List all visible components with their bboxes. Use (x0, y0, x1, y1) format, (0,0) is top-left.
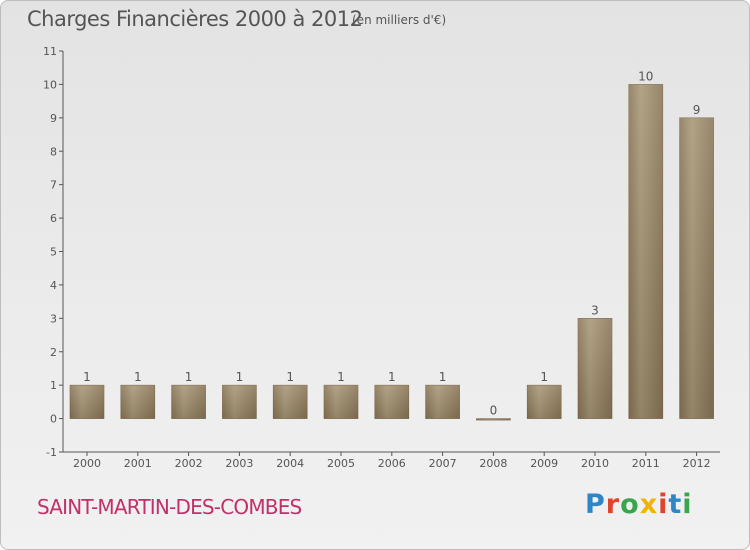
y-tick-label: 10 (43, 78, 57, 91)
value-label-2012: 9 (693, 103, 701, 117)
y-tick-label: 0 (50, 413, 57, 426)
bar-shade-2008 (476, 418, 511, 421)
logo-letter: o (620, 489, 640, 520)
y-tick-label: 7 (50, 179, 57, 192)
x-tick-label-2008: 2008 (479, 457, 507, 470)
bar-shade-2001 (120, 385, 155, 419)
y-tick-label: 6 (50, 212, 57, 225)
x-tick-label-2003: 2003 (225, 457, 253, 470)
value-label-2008: 0 (490, 404, 498, 418)
y-tick-label: 4 (50, 279, 57, 292)
x-tick-label-2000: 2000 (73, 457, 101, 470)
bar-shade-2007 (425, 385, 460, 419)
y-tick-label: -1 (46, 446, 57, 459)
bar-shade-2009 (527, 385, 562, 419)
y-tick-label: 2 (50, 346, 57, 359)
bar-shade-2010 (578, 318, 612, 419)
logo-letter: r (605, 489, 621, 520)
y-tick-label: 3 (50, 312, 57, 325)
bar-shade-2005 (324, 385, 358, 419)
logo-letter: i (682, 489, 693, 520)
logo-letter: x (639, 489, 659, 520)
logo-letter: i (658, 489, 669, 520)
chart-subtitle: (en milliers d'€) (352, 13, 447, 27)
bar-shade-2011 (628, 84, 663, 419)
value-label-2011: 10 (638, 69, 653, 83)
bar-shade-2002 (171, 385, 206, 419)
x-tick-label-2009: 2009 (530, 457, 558, 470)
bar-shade-2000 (70, 385, 104, 419)
logo-letter: P (585, 489, 606, 520)
value-label-2001: 1 (134, 370, 142, 384)
value-label-2000: 1 (83, 370, 91, 384)
y-tick-label: 5 (50, 246, 57, 259)
y-tick-label: 11 (43, 45, 57, 58)
proxiti-logo: Proxiti (585, 489, 693, 520)
value-label-2004: 1 (286, 370, 294, 384)
x-tick-label-2012: 2012 (683, 457, 711, 470)
x-tick-label-2001: 2001 (124, 457, 152, 470)
bar-shade-2012 (679, 117, 714, 419)
x-tick-label-2004: 2004 (276, 457, 304, 470)
value-label-2010: 3 (591, 303, 599, 317)
x-tick-label-2011: 2011 (632, 457, 660, 470)
bar-shade-2006 (374, 385, 409, 419)
value-label-2003: 1 (236, 370, 244, 384)
bar-shade-2004 (273, 385, 308, 419)
logo-letter: t (668, 489, 683, 520)
value-label-2007: 1 (439, 370, 447, 384)
x-tick-label-2007: 2007 (429, 457, 457, 470)
y-tick-label: 1 (50, 379, 57, 392)
y-tick-label: 8 (50, 145, 57, 158)
x-tick-label-2005: 2005 (327, 457, 355, 470)
chart-title: Charges Financières 2000 à 2012 (27, 7, 363, 31)
value-label-2005: 1 (337, 370, 345, 384)
x-tick-label-2002: 2002 (175, 457, 203, 470)
x-tick-label-2010: 2010 (581, 457, 609, 470)
value-label-2002: 1 (185, 370, 193, 384)
bar-shade-2003 (222, 385, 257, 419)
commune-name: SAINT-MARTIN-DES-COMBES (37, 495, 302, 519)
y-tick-label: 9 (50, 112, 57, 125)
value-label-2006: 1 (388, 370, 396, 384)
value-label-2009: 1 (540, 370, 548, 384)
x-tick-label-2006: 2006 (378, 457, 406, 470)
